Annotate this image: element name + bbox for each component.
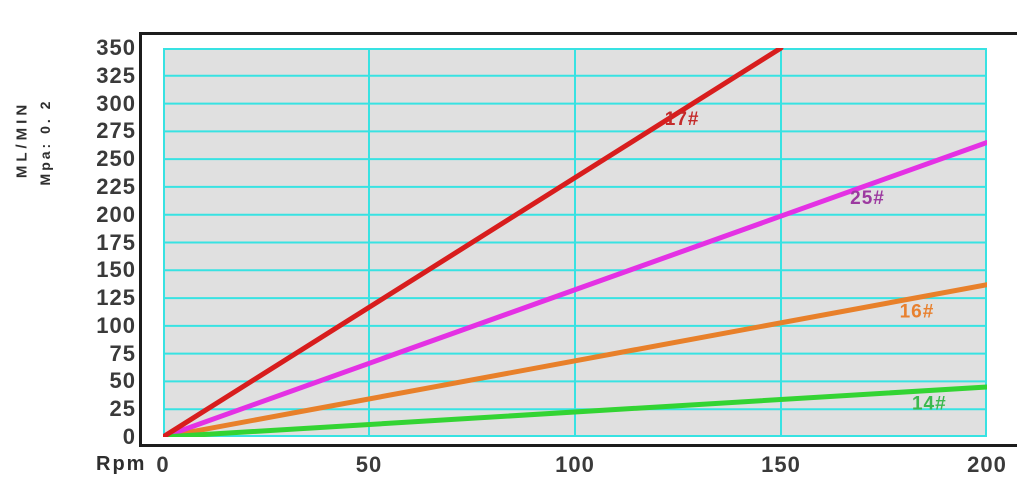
- y-tick-label: 150: [96, 257, 136, 283]
- y-tick-label: 125: [96, 285, 136, 311]
- series-line-16: [163, 282, 987, 437]
- y-tick-label: 200: [96, 201, 136, 227]
- y-tick-label: 275: [96, 118, 136, 144]
- y-tick-label: 350: [96, 35, 136, 60]
- x-tick-label: 50: [355, 452, 383, 477]
- x-axis-title: Rpm: [96, 453, 147, 475]
- plot-area: 16# 25# 14# 17#: [163, 48, 987, 437]
- y-tick-label: 25: [109, 396, 136, 422]
- x-tick-label: 200: [967, 452, 1007, 477]
- axes-frame: [139, 32, 1017, 447]
- y-tick-label: 75: [109, 340, 136, 366]
- series-label-17: 17#: [665, 109, 700, 130]
- series-line-14: [163, 384, 987, 437]
- y-tick-label: 50: [109, 368, 136, 394]
- x-tick-label: 100: [555, 452, 595, 477]
- y-tick-label: 300: [96, 90, 136, 116]
- series-label-16: 16#: [900, 301, 935, 322]
- y-tick-label: 250: [96, 146, 136, 172]
- y-axis-title-pressure: Mpa: 0. 2: [37, 98, 53, 186]
- y-tick-label: 100: [96, 312, 136, 338]
- y-tick-label: 0: [122, 424, 136, 449]
- y-tick-label: 225: [96, 173, 136, 199]
- y-tick-label: 325: [96, 62, 136, 88]
- series-line-17: [163, 48, 784, 437]
- series-label-25: 25#: [850, 188, 885, 209]
- y-axis-title-units: ML/MIN: [13, 100, 31, 179]
- x-tick-label: 0: [156, 452, 170, 477]
- series-line-25: [163, 139, 987, 437]
- x-tick-label: 150: [761, 452, 801, 477]
- y-tick-label: 175: [96, 229, 136, 255]
- series-label-14: 14#: [912, 394, 947, 415]
- plot-border: [163, 48, 987, 437]
